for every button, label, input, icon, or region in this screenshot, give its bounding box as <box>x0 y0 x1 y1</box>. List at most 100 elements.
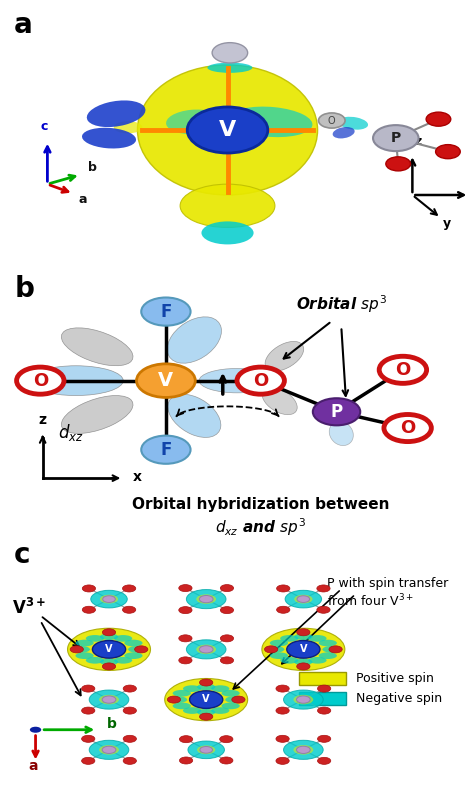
Ellipse shape <box>293 695 313 704</box>
Circle shape <box>200 596 213 603</box>
Circle shape <box>299 597 308 601</box>
Circle shape <box>141 298 191 326</box>
Text: F: F <box>160 302 172 320</box>
Text: x: x <box>133 470 142 484</box>
Circle shape <box>200 646 213 653</box>
Circle shape <box>82 758 95 765</box>
Ellipse shape <box>180 184 275 228</box>
Circle shape <box>123 758 137 765</box>
Ellipse shape <box>86 657 104 663</box>
Circle shape <box>30 727 41 732</box>
Circle shape <box>373 125 419 152</box>
Ellipse shape <box>221 690 240 696</box>
Circle shape <box>276 758 289 765</box>
Circle shape <box>180 736 193 743</box>
Circle shape <box>277 606 290 613</box>
Ellipse shape <box>211 707 229 714</box>
Text: P with spin transfer
from four V$^{3+}$: P with spin transfer from four V$^{3+}$ <box>327 576 448 609</box>
Text: O: O <box>328 115 336 126</box>
Circle shape <box>291 643 316 656</box>
Ellipse shape <box>293 745 313 754</box>
Ellipse shape <box>199 368 275 392</box>
Circle shape <box>82 685 95 692</box>
Ellipse shape <box>89 740 129 759</box>
Circle shape <box>200 679 213 686</box>
Ellipse shape <box>308 657 327 663</box>
Text: $d_{xz}$ and $sp^3$: $d_{xz}$ and $sp^3$ <box>215 516 306 538</box>
Circle shape <box>436 144 460 159</box>
Circle shape <box>201 597 211 602</box>
Ellipse shape <box>319 640 337 646</box>
Circle shape <box>201 747 211 752</box>
Ellipse shape <box>72 646 90 652</box>
Ellipse shape <box>225 696 244 703</box>
Text: V: V <box>202 694 210 704</box>
Ellipse shape <box>270 652 288 659</box>
Circle shape <box>276 685 289 692</box>
Bar <box>299 672 346 685</box>
Ellipse shape <box>188 741 224 758</box>
Ellipse shape <box>114 635 132 641</box>
Text: O: O <box>395 361 410 379</box>
Ellipse shape <box>262 387 297 414</box>
Text: Orbital hybridization between: Orbital hybridization between <box>132 497 390 512</box>
Circle shape <box>104 597 114 601</box>
Circle shape <box>200 713 213 720</box>
Circle shape <box>277 585 290 592</box>
Circle shape <box>232 696 245 703</box>
Circle shape <box>17 367 64 394</box>
Circle shape <box>220 635 234 642</box>
Circle shape <box>318 758 331 765</box>
Text: a: a <box>28 759 38 773</box>
Circle shape <box>104 697 114 703</box>
Circle shape <box>102 696 116 703</box>
Circle shape <box>276 707 289 714</box>
Text: $d_{xz}$: $d_{xz}$ <box>58 422 84 443</box>
Ellipse shape <box>100 595 118 604</box>
Circle shape <box>137 364 195 397</box>
Circle shape <box>179 635 192 642</box>
Circle shape <box>135 646 148 653</box>
Text: a: a <box>14 11 33 38</box>
Ellipse shape <box>197 684 215 690</box>
Ellipse shape <box>183 685 201 692</box>
Ellipse shape <box>333 127 355 138</box>
Ellipse shape <box>168 394 221 437</box>
Circle shape <box>102 629 116 636</box>
Circle shape <box>220 585 234 592</box>
Circle shape <box>82 707 95 714</box>
Circle shape <box>317 585 330 592</box>
Circle shape <box>123 707 137 714</box>
Ellipse shape <box>280 657 299 663</box>
Ellipse shape <box>322 646 341 652</box>
Circle shape <box>264 646 278 653</box>
Ellipse shape <box>61 328 133 366</box>
Text: V: V <box>300 644 307 654</box>
Text: y: y <box>443 217 451 231</box>
Circle shape <box>220 657 234 664</box>
Ellipse shape <box>167 317 221 363</box>
Ellipse shape <box>207 63 252 73</box>
Ellipse shape <box>173 690 191 696</box>
Ellipse shape <box>319 652 337 659</box>
Circle shape <box>122 585 136 592</box>
Ellipse shape <box>128 646 146 652</box>
Circle shape <box>180 757 193 764</box>
Text: P: P <box>330 403 343 421</box>
Circle shape <box>297 696 310 703</box>
Circle shape <box>82 606 96 613</box>
Circle shape <box>298 747 309 753</box>
Text: O: O <box>253 371 268 389</box>
Text: Orbital $sp^3$: Orbital $sp^3$ <box>296 294 387 316</box>
Circle shape <box>123 685 137 692</box>
Circle shape <box>193 693 219 706</box>
Circle shape <box>219 736 233 743</box>
Circle shape <box>379 356 427 383</box>
Circle shape <box>318 685 331 692</box>
Text: c: c <box>14 542 31 569</box>
Ellipse shape <box>270 640 288 646</box>
Bar <box>299 692 346 705</box>
Ellipse shape <box>75 640 94 646</box>
Ellipse shape <box>197 709 215 716</box>
Ellipse shape <box>28 366 123 396</box>
